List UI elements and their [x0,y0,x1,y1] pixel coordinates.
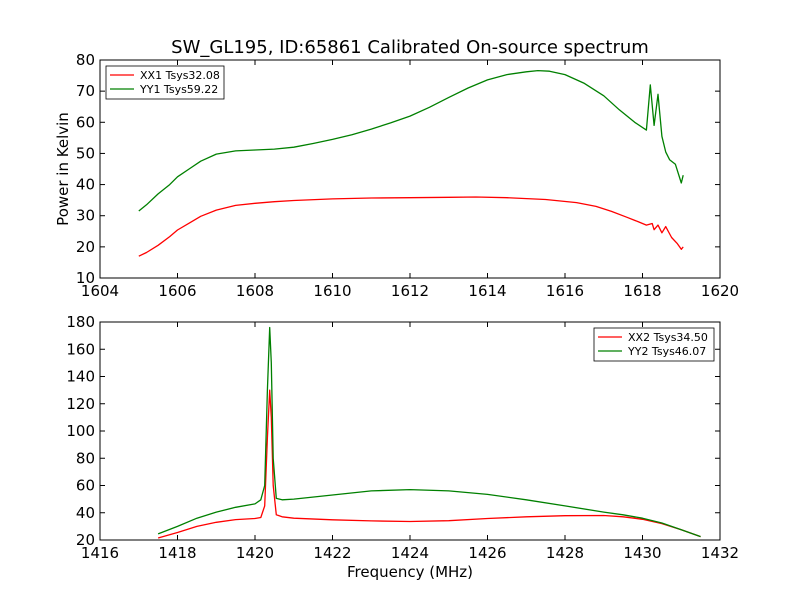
bottom-y-tick-label-0: 20 [76,531,95,549]
bottom-y-tick-label-7: 160 [66,340,95,358]
top-x-tick-label-0: 1604 [81,282,119,300]
top-y-tick-label-4: 50 [76,144,95,162]
top-legend-box [105,65,225,100]
top-x-tick-label-5: 1614 [468,282,506,300]
top-series [138,69,684,257]
top-x-tick-label-7: 1618 [623,282,661,300]
bottom-x-tick-label-7: 1430 [623,544,661,562]
top-x-tick-label-3: 1610 [313,282,351,300]
bottom-y-tick-label-2: 60 [76,477,95,495]
top-y-tick-label-6: 70 [76,82,95,100]
bottom-x-tick-label-4: 1424 [391,544,429,562]
bottom-legend-label-1: YY2 Tsys46.07 [627,345,706,358]
top-y-tick-label-1: 20 [76,238,95,256]
bottom-x-tick-label-1: 1418 [158,544,196,562]
top-y-tick-label-5: 60 [76,113,95,131]
bottom-ticks: 1416 1418 1420 1422 1424 1426 1428 1430 1432 20 40… [66,313,739,562]
top-legend-label-1: YY1 Tsys59.22 [139,83,218,96]
bottom-series-line-1 [157,326,701,538]
top-x-tick-label-1: 1606 [158,282,196,300]
bottom-series [157,326,701,539]
bottom-y-tick-label-1: 40 [76,504,95,522]
bottom-x-tick-label-8: 1432 [701,544,739,562]
top-x-tick-label-6: 1616 [546,282,584,300]
bottom-x-axis-label: Frequency (MHz) [347,563,473,581]
bottom-y-tick-label-6: 140 [66,368,95,386]
top-series-line-0 [138,196,684,257]
subplot-bottom: 1416 1418 1420 1422 1424 1426 1428 1430 1432 20 40… [66,313,739,581]
bottom-y-tick-label-8: 180 [66,313,95,331]
top-y-tick-label-7: 80 [76,51,95,69]
bottom-legend-label-0: XX2 Tsys34.50 [628,331,708,344]
top-x-tick-label-4: 1612 [391,282,429,300]
bottom-x-tick-label-6: 1428 [546,544,584,562]
bottom-x-tick-label-0: 1416 [81,544,119,562]
top-y-axis-label: Power in Kelvin [54,112,72,226]
top-series-line-1 [138,69,684,212]
top-y-tick-label-2: 30 [76,207,95,225]
bottom-axes-frame [99,321,721,541]
bottom-y-tick-label-4: 100 [66,422,95,440]
top-legend-label-0: XX1 Tsys32.08 [140,69,220,82]
top-axes-frame [99,59,721,279]
top-y-tick-label-0: 10 [76,269,95,287]
bottom-x-tick-label-2: 1420 [236,544,274,562]
subplot-top: 1604 1606 1608 1610 1612 1614 1616 1618 1620 10 20… [54,51,739,300]
top-ticks: 1604 1606 1608 1610 1612 1614 1616 1618 1620 10 20… [76,51,739,300]
bottom-legend-box [593,327,715,362]
bottom-x-tick-label-5: 1426 [468,544,506,562]
top-x-tick-label-8: 1620 [701,282,739,300]
bottom-series-line-0 [157,389,701,539]
top-y-tick-label-3: 40 [76,176,95,194]
top-x-tick-label-2: 1608 [236,282,274,300]
bottom-y-tick-label-3: 80 [76,449,95,467]
bottom-x-tick-label-3: 1422 [313,544,351,562]
figure-title: SW_GL195, ID:65861 Calibrated On-source … [171,37,649,58]
bottom-y-tick-label-5: 120 [66,395,95,413]
